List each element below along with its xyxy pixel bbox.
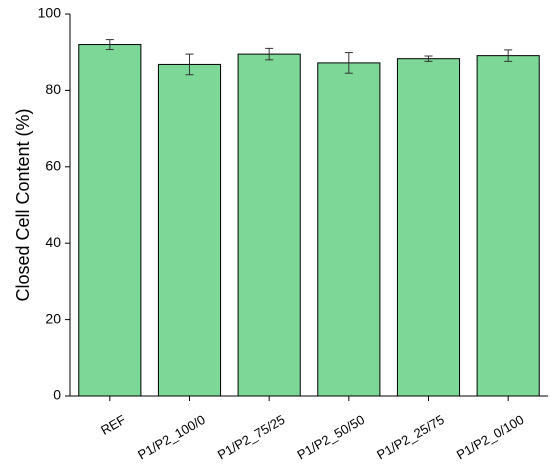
y-tick-label: 0 <box>53 387 61 403</box>
x-tick-label: P1/P2_0/100 <box>454 412 527 463</box>
y-axis-label: Closed Cell Content (%) <box>13 108 33 301</box>
x-tick-label: P1/P2_50/50 <box>295 412 368 463</box>
y-tick-label: 80 <box>45 81 61 97</box>
y-tick-label: 20 <box>45 310 61 326</box>
y-tick-label: 40 <box>45 234 61 250</box>
bar <box>157 63 222 397</box>
bar <box>237 53 301 397</box>
bar <box>317 62 381 397</box>
x-tick-label: P1/P2_100/0 <box>135 412 208 463</box>
bar <box>78 44 142 397</box>
x-tick-label: P1/P2_25/75 <box>374 412 447 463</box>
x-tick-label: REF <box>98 412 128 438</box>
bar <box>396 58 461 397</box>
x-tick-label: P1/P2_75/25 <box>215 412 288 463</box>
y-tick-label: 100 <box>38 5 62 21</box>
y-tick-label: 60 <box>45 158 61 174</box>
bar <box>476 55 540 397</box>
